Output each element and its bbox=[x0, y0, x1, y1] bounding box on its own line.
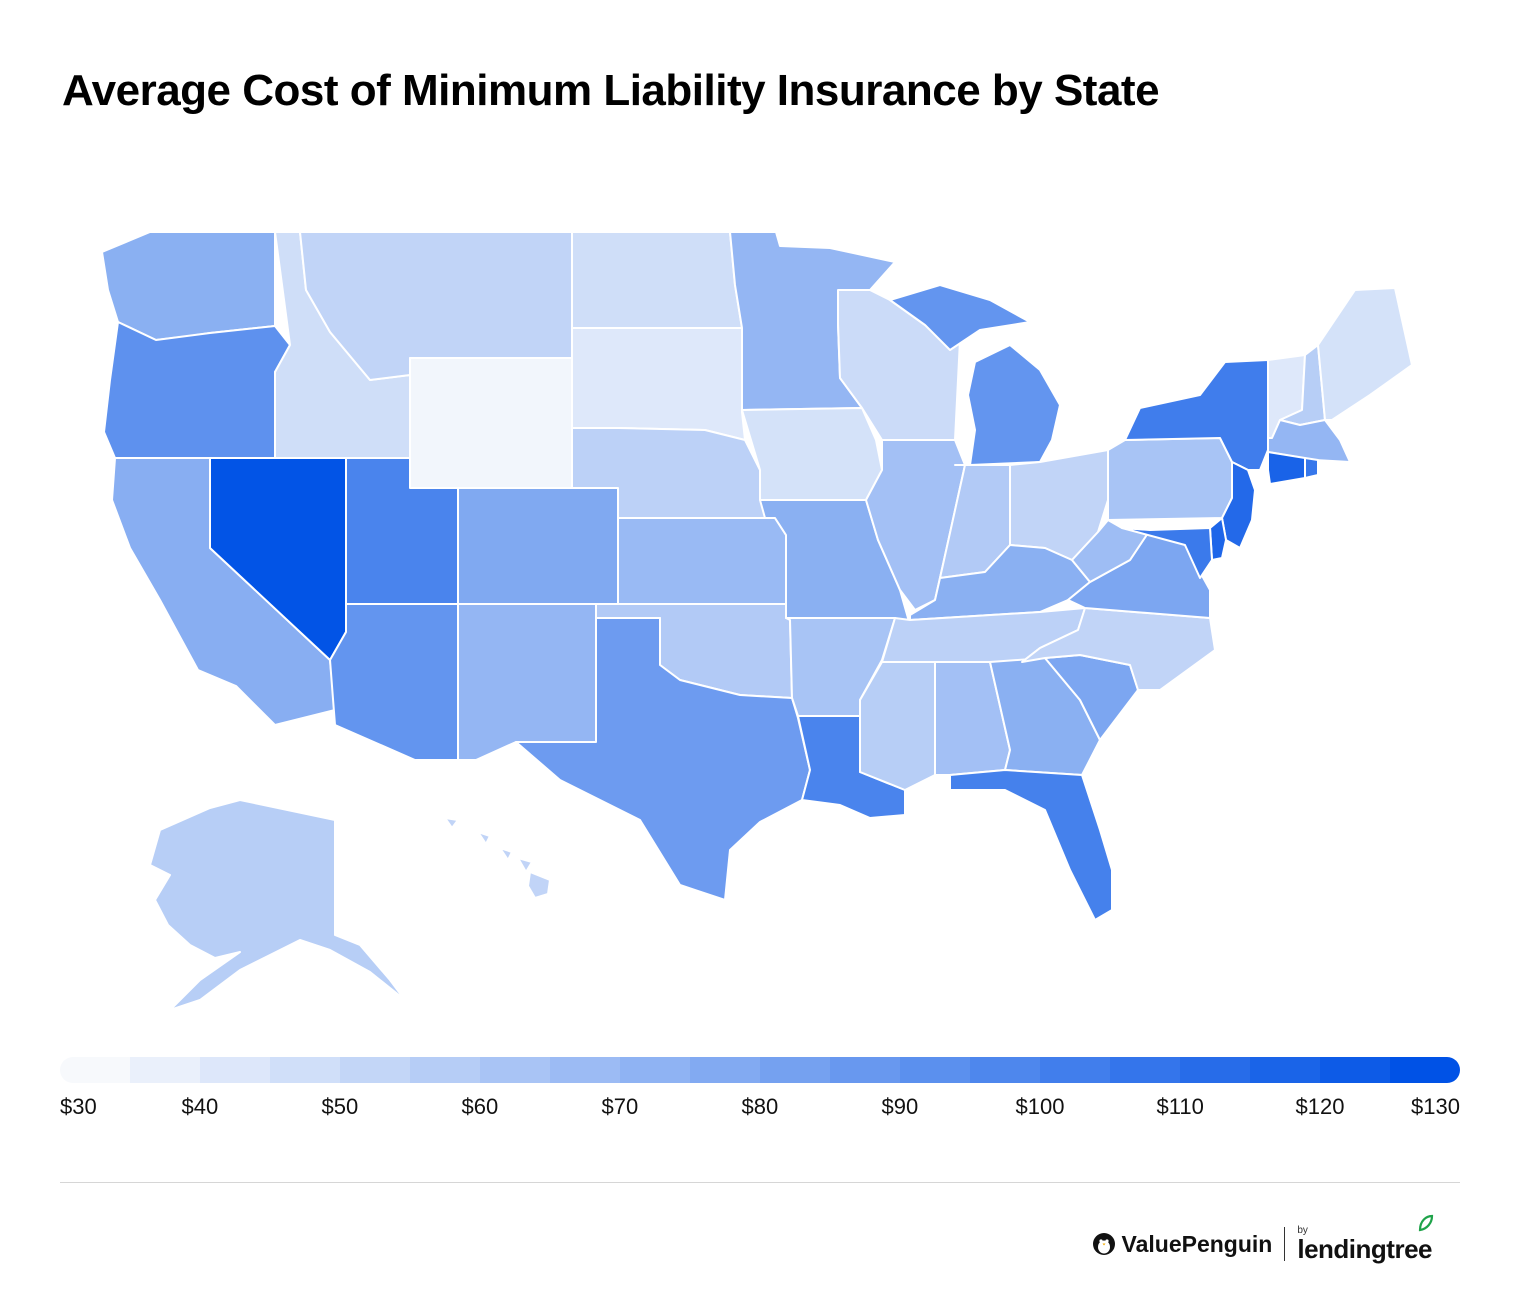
state-kansas bbox=[617, 517, 787, 605]
legend-swatch bbox=[830, 1057, 900, 1083]
state-south-dakota bbox=[571, 327, 746, 441]
state-oregon bbox=[103, 321, 291, 459]
state-michigan bbox=[889, 284, 1061, 466]
state-mississippi bbox=[859, 661, 936, 791]
legend-tick-label: $30 bbox=[60, 1094, 97, 1119]
legend-tick-label: $50 bbox=[321, 1094, 359, 1119]
legend-tick-label: $120 bbox=[1295, 1094, 1345, 1119]
legend-tick-label: $100 bbox=[1015, 1094, 1065, 1119]
legend-tick-label: $80 bbox=[741, 1094, 779, 1119]
state-arizona bbox=[329, 603, 459, 761]
legend-swatch bbox=[60, 1057, 130, 1083]
state-texas bbox=[515, 617, 811, 901]
state-connecticut bbox=[1267, 451, 1306, 485]
brand-separator bbox=[1284, 1227, 1286, 1261]
legend-color-scale bbox=[60, 1057, 1460, 1083]
legend-tick-label: $90 bbox=[881, 1094, 919, 1119]
state-west-virginia bbox=[1071, 519, 1151, 583]
state-wyoming bbox=[409, 357, 573, 489]
page-title: Average Cost of Minimum Liability Insura… bbox=[62, 66, 1160, 115]
state-washington bbox=[101, 231, 276, 341]
state-alaska bbox=[149, 799, 406, 1011]
state-iowa bbox=[741, 407, 883, 501]
penguin-icon bbox=[1092, 1233, 1115, 1255]
brand-by-text: by bbox=[1297, 1225, 1308, 1236]
legend-swatch bbox=[690, 1057, 760, 1083]
state-maine bbox=[1317, 287, 1413, 421]
legend-swatch bbox=[1390, 1057, 1460, 1083]
legend-swatch bbox=[620, 1057, 690, 1083]
legend-swatch bbox=[270, 1057, 340, 1083]
legend-tick-label: $40 bbox=[181, 1094, 219, 1119]
legend-swatch bbox=[410, 1057, 480, 1083]
divider bbox=[60, 1182, 1460, 1183]
legend-tick-label: $130 bbox=[1411, 1094, 1460, 1119]
legend-swatch bbox=[760, 1057, 830, 1083]
state-rhode-island bbox=[1304, 457, 1319, 479]
state-florida bbox=[949, 769, 1113, 921]
legend-swatch bbox=[130, 1057, 200, 1083]
state-pennsylvania bbox=[1107, 437, 1233, 521]
state-maryland bbox=[1121, 527, 1213, 579]
state-new-mexico bbox=[457, 603, 597, 761]
lendingtree-wordmark: lendingtree bbox=[1297, 1234, 1432, 1264]
legend-swatch bbox=[1040, 1057, 1110, 1083]
valuepenguin-logo: ValuePenguin bbox=[1092, 1230, 1273, 1258]
lendingtree-logo: by lendingtree bbox=[1297, 1214, 1434, 1264]
brand-footer: ValuePenguin by lendingtree bbox=[1092, 1214, 1434, 1264]
valuepenguin-wordmark: ValuePenguin bbox=[1121, 1230, 1273, 1257]
state-north-dakota bbox=[571, 231, 743, 329]
leaf-icon bbox=[1418, 1214, 1434, 1232]
legend-swatch bbox=[1320, 1057, 1390, 1083]
state-colorado bbox=[457, 487, 619, 605]
legend-tick-label: $60 bbox=[461, 1094, 499, 1119]
state-hawaii bbox=[444, 817, 551, 899]
legend-swatch bbox=[480, 1057, 550, 1083]
legend-tick-labels: $30 $40 $50 $60 $70 $80 $90 $100 $110 $120 $130 bbox=[0, 1094, 1520, 1124]
state-north-carolina bbox=[1021, 607, 1216, 691]
legend-swatch bbox=[340, 1057, 410, 1083]
legend-swatch bbox=[1180, 1057, 1250, 1083]
legend-swatch bbox=[970, 1057, 1040, 1083]
legend-swatch bbox=[1250, 1057, 1320, 1083]
us-map bbox=[101, 231, 1413, 1011]
legend-tick-label: $70 bbox=[601, 1094, 639, 1119]
legend-swatch bbox=[1110, 1057, 1180, 1083]
state-illinois bbox=[865, 439, 966, 611]
legend-swatch bbox=[900, 1057, 970, 1083]
legend-swatch bbox=[550, 1057, 620, 1083]
legend-tick-label: $110 bbox=[1156, 1094, 1204, 1119]
legend-swatch bbox=[200, 1057, 270, 1083]
